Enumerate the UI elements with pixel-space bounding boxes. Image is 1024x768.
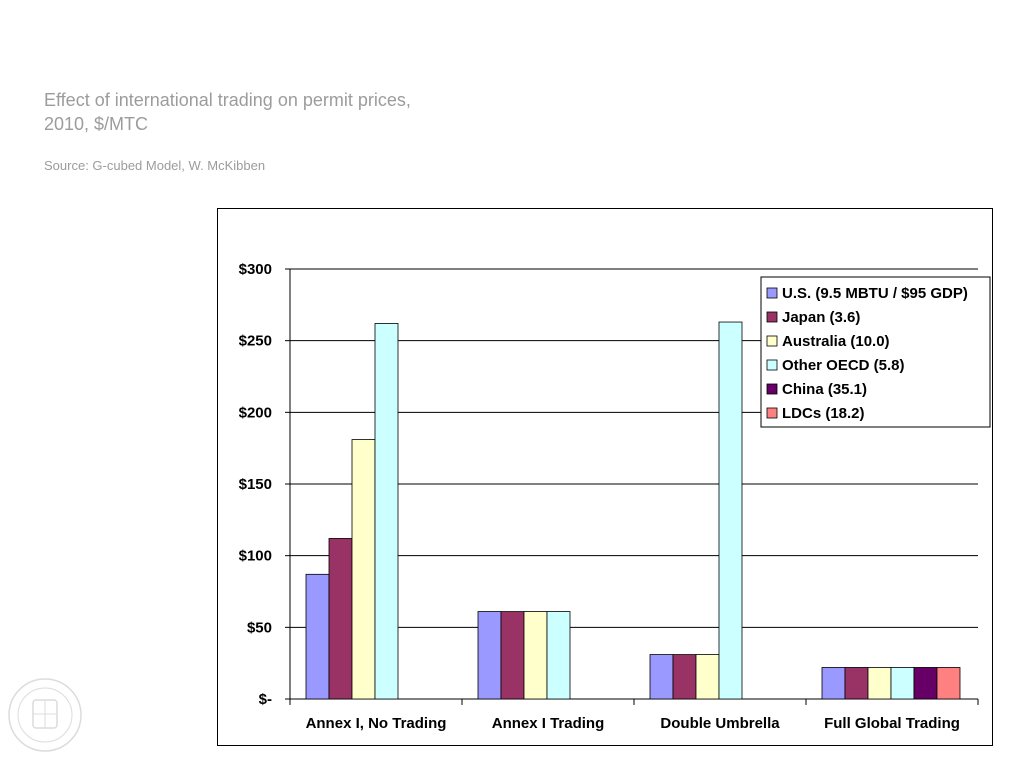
legend-swatch [766,407,778,419]
slide-title-line-2: 2010, $/MTC [44,114,149,134]
bar [351,439,376,700]
slide-title: Effect of international trading on permi… [44,88,504,136]
bar [523,611,548,700]
x-tick-label: Full Global Trading [824,715,960,732]
x-tick-label: Annex I, No Trading [306,715,447,732]
source-note: Source: G-cubed Model, W. McKibben [44,158,266,173]
bar [500,611,525,700]
legend-swatch [766,311,778,323]
x-tick-label: Double Umbrella [660,715,780,732]
legend-swatch [766,383,778,395]
bar [821,667,846,700]
legend-label: LDCs (18.2) [782,405,865,422]
y-tick-label: $50 [247,619,272,636]
bar [913,667,938,700]
x-tick-label: Annex I Trading [492,715,605,732]
bar [867,667,892,700]
bar [695,654,720,700]
bar [477,611,502,700]
bar [672,654,697,700]
y-tick-label: $200 [239,404,272,421]
legend-box [760,276,991,428]
y-tick-label: $300 [239,261,272,278]
legend-swatch [766,335,778,347]
bar [546,611,571,700]
legend-swatch [766,287,778,299]
y-tick-label: $250 [239,333,272,350]
bar [374,323,399,700]
chart-frame: $- $50 $100 $150 $200 $250 $300 Annex I, No Tra… [217,208,993,746]
bar [718,321,743,700]
bar [936,667,961,700]
legend-swatch [766,359,778,371]
bar [328,538,353,700]
bar-chart: $- $50 $100 $150 $200 $250 $300 Annex I, No Tra… [239,261,991,732]
y-tick-label: $150 [239,476,272,493]
y-tick-label: $100 [239,548,272,565]
bar [649,654,674,700]
bar [844,667,869,700]
legend-label: China (35.1) [782,381,867,398]
legend-label: Japan (3.6) [782,309,860,326]
university-seal-icon [8,678,82,752]
legend-label: U.S. (9.5 MBTU / $95 GDP) [782,285,968,302]
slide-title-line-1: Effect of international trading on permi… [44,90,411,110]
legend-label: Other OECD (5.8) [782,357,905,374]
y-tick-label: $- [259,691,272,708]
bar [890,667,915,700]
bar [305,573,330,700]
legend-label: Australia (10.0) [782,333,890,350]
